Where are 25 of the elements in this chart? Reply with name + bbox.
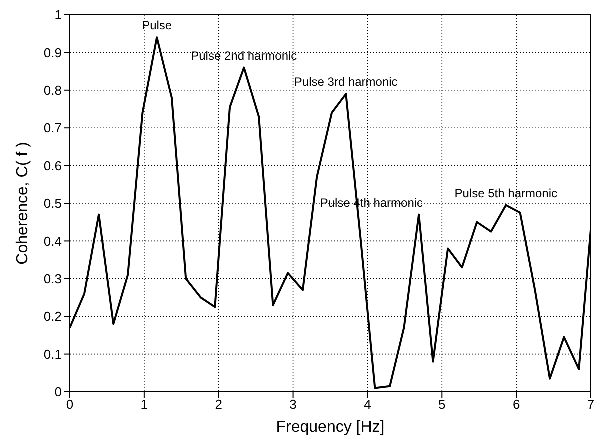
x-tick-label: 4 <box>364 397 372 412</box>
y-tick-label: 0 <box>54 384 62 400</box>
x-axis-title: Frequency [Hz] <box>276 419 385 436</box>
x-tick-label: 7 <box>587 397 595 412</box>
annotation: Pulse 3rd harmonic <box>294 75 398 90</box>
annotation: Pulse 2nd harmonic <box>191 48 298 63</box>
y-tick-label: 0.2 <box>44 309 62 324</box>
y-tick-label: 0.8 <box>44 83 62 98</box>
y-tick-label: 0.3 <box>44 272 62 287</box>
x-tick-label: 5 <box>438 397 446 412</box>
y-tick-label: 0.7 <box>44 120 62 136</box>
y-tick-label: 0.6 <box>44 158 62 174</box>
y-tick-label: 0.9 <box>44 45 62 60</box>
annotation: Pulse 5th harmonic <box>454 186 558 200</box>
y-tick-label: 1 <box>54 8 62 23</box>
y-tick-label: 0.4 <box>44 234 62 249</box>
x-tick-label: 6 <box>512 397 520 412</box>
y-tick-label: 0.1 <box>44 346 62 362</box>
x-tick-label: 0 <box>66 397 74 412</box>
y-tick-label: 0.5 <box>44 196 62 212</box>
x-tick-label: 2 <box>215 397 222 412</box>
x-tick-label: 3 <box>290 397 297 412</box>
x-tick-label: 1 <box>140 397 148 412</box>
annotation: Pulse <box>142 18 172 33</box>
y-axis-title: Coherence, C( f ) <box>14 142 32 265</box>
